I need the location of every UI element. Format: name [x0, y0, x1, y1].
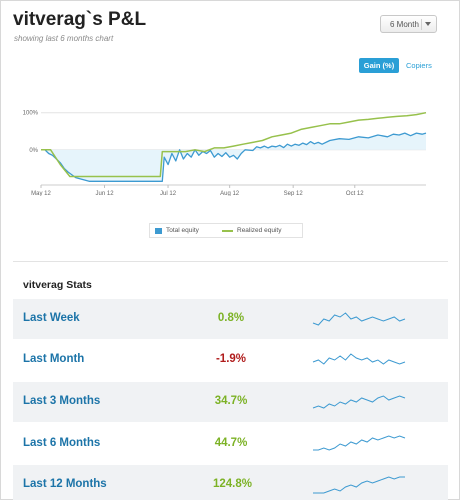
legend-swatch-realized-equity — [222, 230, 233, 232]
stats-period-link[interactable]: Last Month — [23, 353, 85, 365]
period-select[interactable]: 6 Month — [380, 15, 437, 33]
section-divider — [13, 261, 448, 262]
page-subtitle: showing last 6 months chart — [14, 34, 114, 43]
pnl-chart: 100% 0% May 12 Jun 12 Jul 12 Aug 12 Sep 12 Oct … — [23, 111, 427, 196]
sparkline-path — [313, 476, 405, 494]
legend-swatch-total-equity — [155, 228, 162, 234]
sparkline — [313, 476, 405, 494]
stats-row: Last Week 0.8% — [13, 299, 448, 339]
y-tick-label: 0% — [29, 148, 38, 154]
stats-row: Last Month -1.9% — [13, 340, 448, 380]
x-tick-label: Jun 12 — [96, 191, 115, 196]
stats-row: Last 3 Months 34.7% — [13, 382, 448, 422]
x-tick-label: Oct 12 — [346, 191, 364, 196]
stats-title: vitverag Stats — [23, 279, 92, 291]
sparkline — [312, 353, 406, 365]
realized-equity-line — [41, 111, 427, 178]
total-equity-line — [41, 132, 427, 182]
copiers-toggle-link[interactable]: Copiers — [406, 61, 432, 70]
stats-period-link[interactable]: Last Week — [23, 312, 80, 324]
page-title: vitverag`s P&L — [13, 9, 147, 30]
stats-gain-value: 44.7% — [214, 437, 248, 449]
legend-label-realized-equity: Realized equity — [237, 227, 282, 234]
gain-toggle-button[interactable]: Gain (%) — [359, 58, 399, 73]
legend-label-total-equity: Total equity — [166, 227, 199, 234]
stats-gain-value: 124.8% — [213, 478, 253, 490]
sparkline-path — [312, 353, 406, 365]
stats-row: Last 6 Months 44.7% — [13, 424, 448, 464]
sparkline — [312, 395, 406, 409]
sparkline — [312, 312, 406, 326]
sparkline-path — [312, 312, 406, 326]
period-select-value: 6 Month — [390, 19, 419, 29]
stats-period-link[interactable]: Last 3 Months — [23, 395, 101, 407]
stats-gain-value: -1.9% — [215, 353, 247, 365]
stats-period-link[interactable]: Last 6 Months — [23, 437, 101, 449]
stats-gain-value: 34.7% — [214, 395, 248, 407]
x-tick-label: Jul 12 — [160, 191, 177, 196]
sparkline — [313, 435, 406, 451]
stats-row: Last 12 Months 124.8% — [13, 465, 448, 500]
stats-period-link[interactable]: Last 12 Months — [23, 478, 107, 490]
x-tick-label: Aug 12 — [220, 191, 240, 196]
chevron-down-icon — [425, 22, 431, 26]
period-select-separator — [421, 19, 422, 30]
x-tick-label: May 12 — [31, 191, 51, 196]
total-equity-area — [41, 133, 426, 182]
chart-legend: Total equity Realized equity — [149, 223, 303, 238]
sparkline-path — [313, 435, 406, 451]
y-tick-label: 100% — [23, 111, 39, 117]
stats-gain-value: 0.8% — [217, 312, 245, 324]
x-tick-label: Sep 12 — [284, 191, 304, 196]
sparkline-path — [312, 395, 406, 409]
